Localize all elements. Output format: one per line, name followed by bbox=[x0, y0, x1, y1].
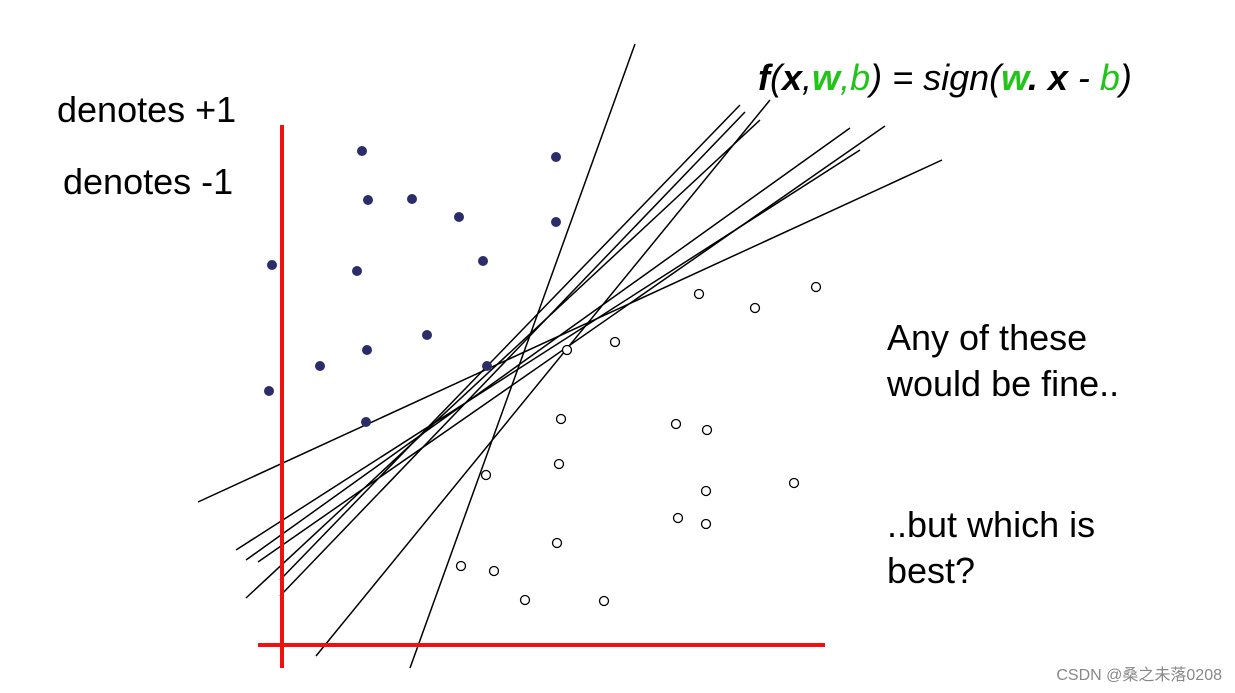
separator bbox=[409, 43, 636, 669]
negative-point bbox=[553, 458, 565, 470]
separator bbox=[197, 159, 943, 503]
formula-part: ) bbox=[1116, 57, 1132, 98]
separator bbox=[245, 119, 761, 599]
negative-point bbox=[455, 560, 467, 572]
negative-point bbox=[700, 518, 712, 530]
positive-point bbox=[362, 345, 372, 355]
positive-point bbox=[551, 152, 561, 162]
negative-point bbox=[555, 413, 567, 425]
legend-negative: denotes -1 bbox=[63, 161, 233, 202]
positive-point bbox=[361, 417, 371, 427]
formula-part: x bbox=[780, 57, 804, 98]
separator bbox=[315, 99, 771, 657]
negative-point bbox=[672, 512, 684, 524]
negative-point bbox=[609, 336, 621, 348]
positive-point bbox=[357, 146, 367, 156]
positive-point bbox=[315, 361, 325, 371]
negative-point bbox=[488, 565, 500, 577]
positive-point bbox=[422, 330, 432, 340]
positive-point bbox=[352, 266, 362, 276]
note-line: best? bbox=[887, 550, 975, 591]
formula-part: x bbox=[1046, 57, 1070, 98]
note-line: would be fine.. bbox=[886, 363, 1119, 404]
separator bbox=[235, 149, 861, 551]
formula-part: w bbox=[1001, 57, 1031, 98]
formula-part: , bbox=[840, 57, 850, 98]
negative-point bbox=[480, 469, 492, 481]
negative-point bbox=[788, 477, 800, 489]
formula-part: , bbox=[802, 57, 812, 98]
positive-point bbox=[264, 386, 274, 396]
note-line: Any of these bbox=[887, 317, 1087, 358]
negative-point bbox=[693, 288, 705, 300]
negative-point bbox=[701, 424, 713, 436]
legend-positive: denotes +1 bbox=[57, 89, 236, 130]
negative-points bbox=[455, 281, 822, 607]
formula-part: . bbox=[1028, 57, 1048, 98]
negative-point bbox=[670, 418, 682, 430]
formula: f(x,w,b) = sign(w. x - b) bbox=[758, 57, 1132, 98]
formula-part: f bbox=[758, 57, 773, 98]
separator bbox=[279, 111, 746, 597]
negative-point bbox=[561, 344, 573, 356]
negative-point bbox=[551, 537, 563, 549]
formula-part: ) = sign( bbox=[866, 57, 1005, 98]
note-line: ..but which is bbox=[887, 504, 1095, 545]
positive-point bbox=[551, 217, 561, 227]
separator bbox=[245, 127, 851, 561]
positive-point bbox=[267, 260, 277, 270]
negative-point bbox=[598, 595, 610, 607]
negative-point bbox=[810, 281, 822, 293]
separator bbox=[279, 104, 741, 581]
positive-point bbox=[454, 212, 464, 222]
watermark: CSDN @桑之未落0208 bbox=[1056, 666, 1222, 684]
candidate-lines bbox=[197, 43, 943, 669]
positive-point bbox=[482, 361, 492, 371]
positive-point bbox=[478, 256, 488, 266]
negative-point bbox=[749, 302, 761, 314]
positive-point bbox=[407, 194, 417, 204]
positive-point bbox=[363, 195, 373, 205]
formula-part: - bbox=[1068, 57, 1100, 98]
formula-part: b bbox=[1100, 57, 1120, 98]
formula-part: b bbox=[850, 57, 870, 98]
negative-point bbox=[519, 594, 531, 606]
formula-part: w bbox=[812, 57, 842, 98]
positive-points bbox=[264, 146, 561, 427]
negative-point bbox=[700, 485, 712, 497]
